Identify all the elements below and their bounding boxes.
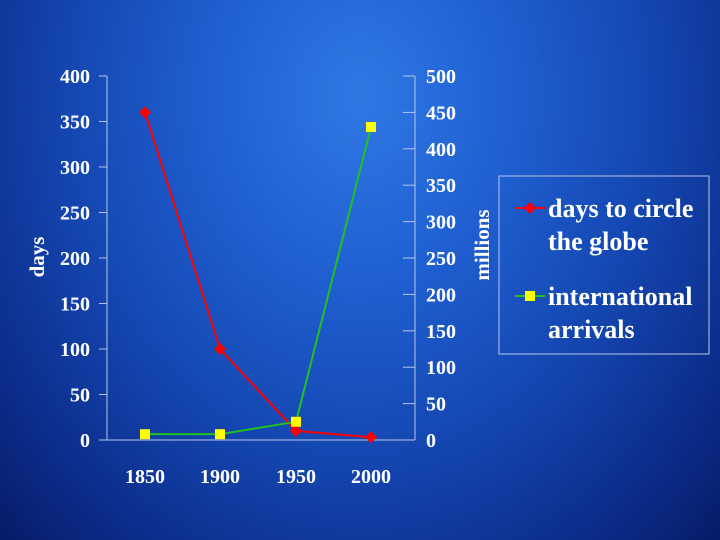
left-axis-title: days — [25, 237, 49, 278]
series-line — [145, 126, 372, 436]
right-tick-label: 300 — [426, 212, 456, 234]
legend-marker-arrivals — [525, 291, 535, 301]
right-y-axis: 0 50 100 150 200 250 300 350 400 450 500 — [403, 66, 456, 452]
legend: days to circle the globe international a… — [498, 175, 710, 355]
left-tick-label: 50 — [70, 385, 90, 407]
series-lines — [144, 112, 372, 439]
right-axis-title: millions — [470, 209, 494, 280]
x-tick-label: 1900 — [200, 466, 240, 488]
right-tick-label: 150 — [426, 321, 456, 343]
x-axis: 1850 1900 1950 2000 — [107, 439, 415, 488]
right-tick-label: 350 — [426, 175, 456, 197]
data-point-square — [291, 416, 301, 427]
left-tick-label: 100 — [60, 339, 90, 361]
right-tick-label: 0 — [426, 430, 436, 452]
right-tick-label: 250 — [426, 248, 456, 270]
legend-label-arrivals: international arrivals — [548, 282, 699, 344]
right-tick-label: 50 — [426, 394, 446, 416]
data-point-diamond — [365, 431, 377, 444]
left-tick-label: 350 — [60, 112, 90, 134]
legend-label-days-line2: the globe — [548, 227, 648, 256]
legend-label-days-line1: days to circle — [548, 194, 693, 223]
series-line — [144, 112, 372, 439]
x-tick-label: 1950 — [276, 466, 316, 488]
right-tick-label: 200 — [426, 284, 456, 306]
x-tick-label: 2000 — [351, 466, 391, 488]
data-point-diamond — [214, 343, 226, 355]
right-tick-label: 450 — [426, 102, 456, 124]
data-point-diamond — [139, 106, 151, 119]
legend-frame — [498, 175, 710, 355]
x-tick-label: 1850 — [125, 466, 165, 488]
data-point-square — [366, 121, 376, 132]
series-markers — [139, 106, 377, 444]
left-tick-label: 250 — [60, 203, 90, 225]
left-tick-label: 150 — [60, 294, 90, 316]
left-y-axis: 0 50 100 150 200 250 300 350 400 — [60, 66, 108, 452]
left-tick-label: 0 — [80, 430, 90, 452]
left-tick-label: 400 — [60, 66, 90, 88]
left-tick-label: 200 — [60, 248, 90, 270]
left-tick-label: 300 — [60, 157, 90, 179]
legend-label-arrivals-line2: arrivals — [548, 315, 635, 344]
right-tick-label: 400 — [426, 139, 456, 161]
data-point-diamond — [290, 424, 302, 437]
data-point-square — [140, 429, 150, 440]
legend-label-arrivals-line1: international — [548, 282, 692, 311]
legend-marker-days — [524, 202, 536, 214]
right-tick-label: 100 — [426, 357, 456, 379]
data-point-square — [215, 429, 225, 440]
legend-label-days: days to circle the globe — [548, 194, 700, 256]
right-tick-label: 500 — [426, 66, 456, 88]
